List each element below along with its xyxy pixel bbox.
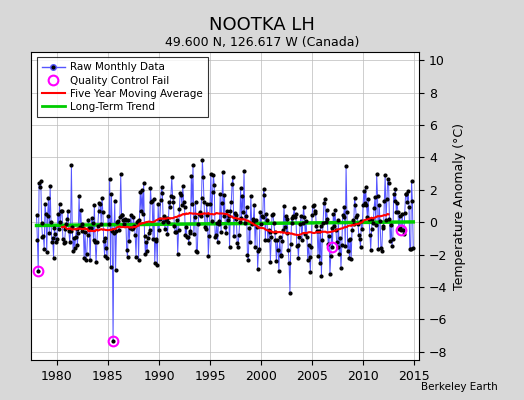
Text: NOOTKA LH: NOOTKA LH — [209, 16, 315, 34]
Text: 49.600 N, 126.617 W (Canada): 49.600 N, 126.617 W (Canada) — [165, 36, 359, 49]
Legend: Raw Monthly Data, Quality Control Fail, Five Year Moving Average, Long-Term Tren: Raw Monthly Data, Quality Control Fail, … — [37, 57, 208, 117]
Text: Berkeley Earth: Berkeley Earth — [421, 382, 498, 392]
Y-axis label: Temperature Anomaly (°C): Temperature Anomaly (°C) — [453, 122, 466, 290]
